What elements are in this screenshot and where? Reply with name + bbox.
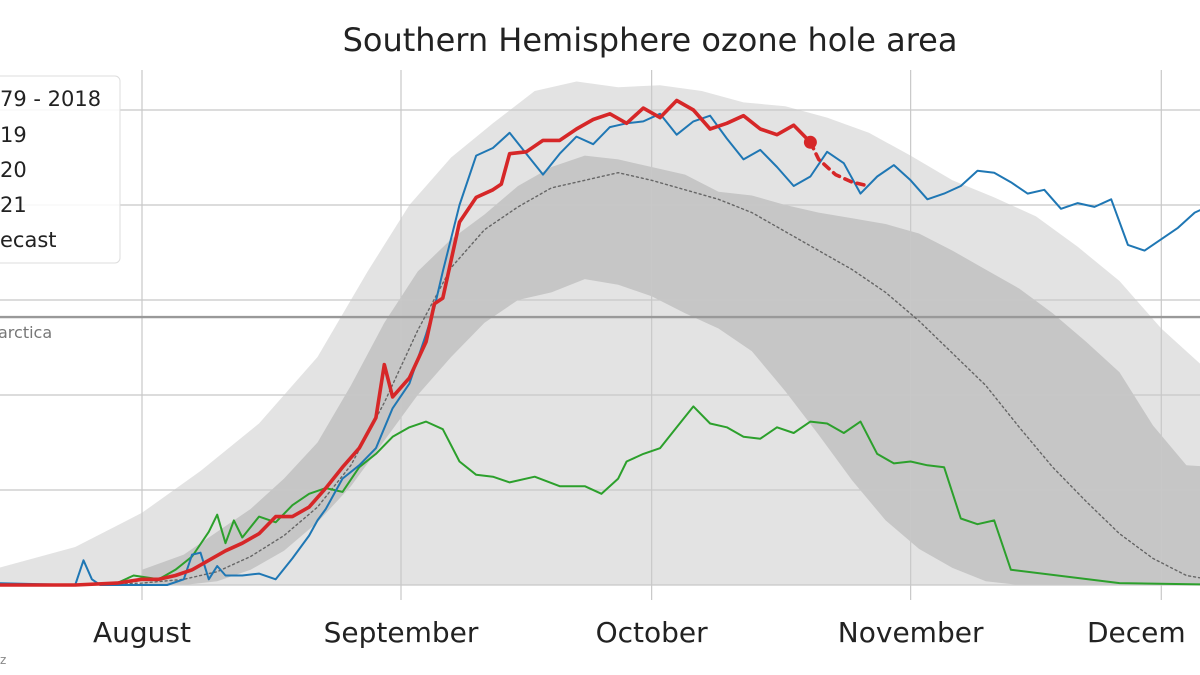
legend-box — [0, 75, 121, 264]
series-line-y2020 — [0, 112, 1200, 586]
legend-entry-2021: 21 — [0, 193, 27, 217]
legend-entry-2019: 19 — [0, 123, 27, 147]
series-line-y2019 — [0, 405, 1200, 586]
series-line-y2021 — [0, 98, 813, 587]
series-line-forecast — [808, 140, 871, 188]
footnote: z — [0, 653, 6, 667]
legend-entry-climatology: 79 - 2018 — [0, 87, 101, 111]
series-lines — [0, 98, 1200, 587]
forecast-start-marker — [803, 135, 817, 149]
x-tick-label-4: Decem — [1087, 616, 1186, 649]
x-tick-label-0: August — [93, 616, 191, 649]
x-tick-label-1: September — [324, 616, 479, 649]
x-tick-label-2: October — [596, 616, 709, 649]
grid — [0, 70, 1200, 600]
series-line-mean — [74, 172, 1200, 586]
chart-title: Southern Hemisphere ozone hole area — [343, 21, 958, 59]
reference-line-label: arctica — [0, 323, 52, 342]
legend: 79 - 2018 19 20 21 ecast — [0, 75, 121, 264]
legend-entry-2020: 20 — [0, 158, 27, 182]
range-bands — [0, 81, 1200, 585]
band-inner-range — [142, 155, 1200, 585]
legend-entry-forecast: ecast — [0, 228, 57, 252]
x-tick-label-3: November — [838, 616, 984, 649]
x-tick-labels: August September October November Decem — [93, 616, 1186, 649]
